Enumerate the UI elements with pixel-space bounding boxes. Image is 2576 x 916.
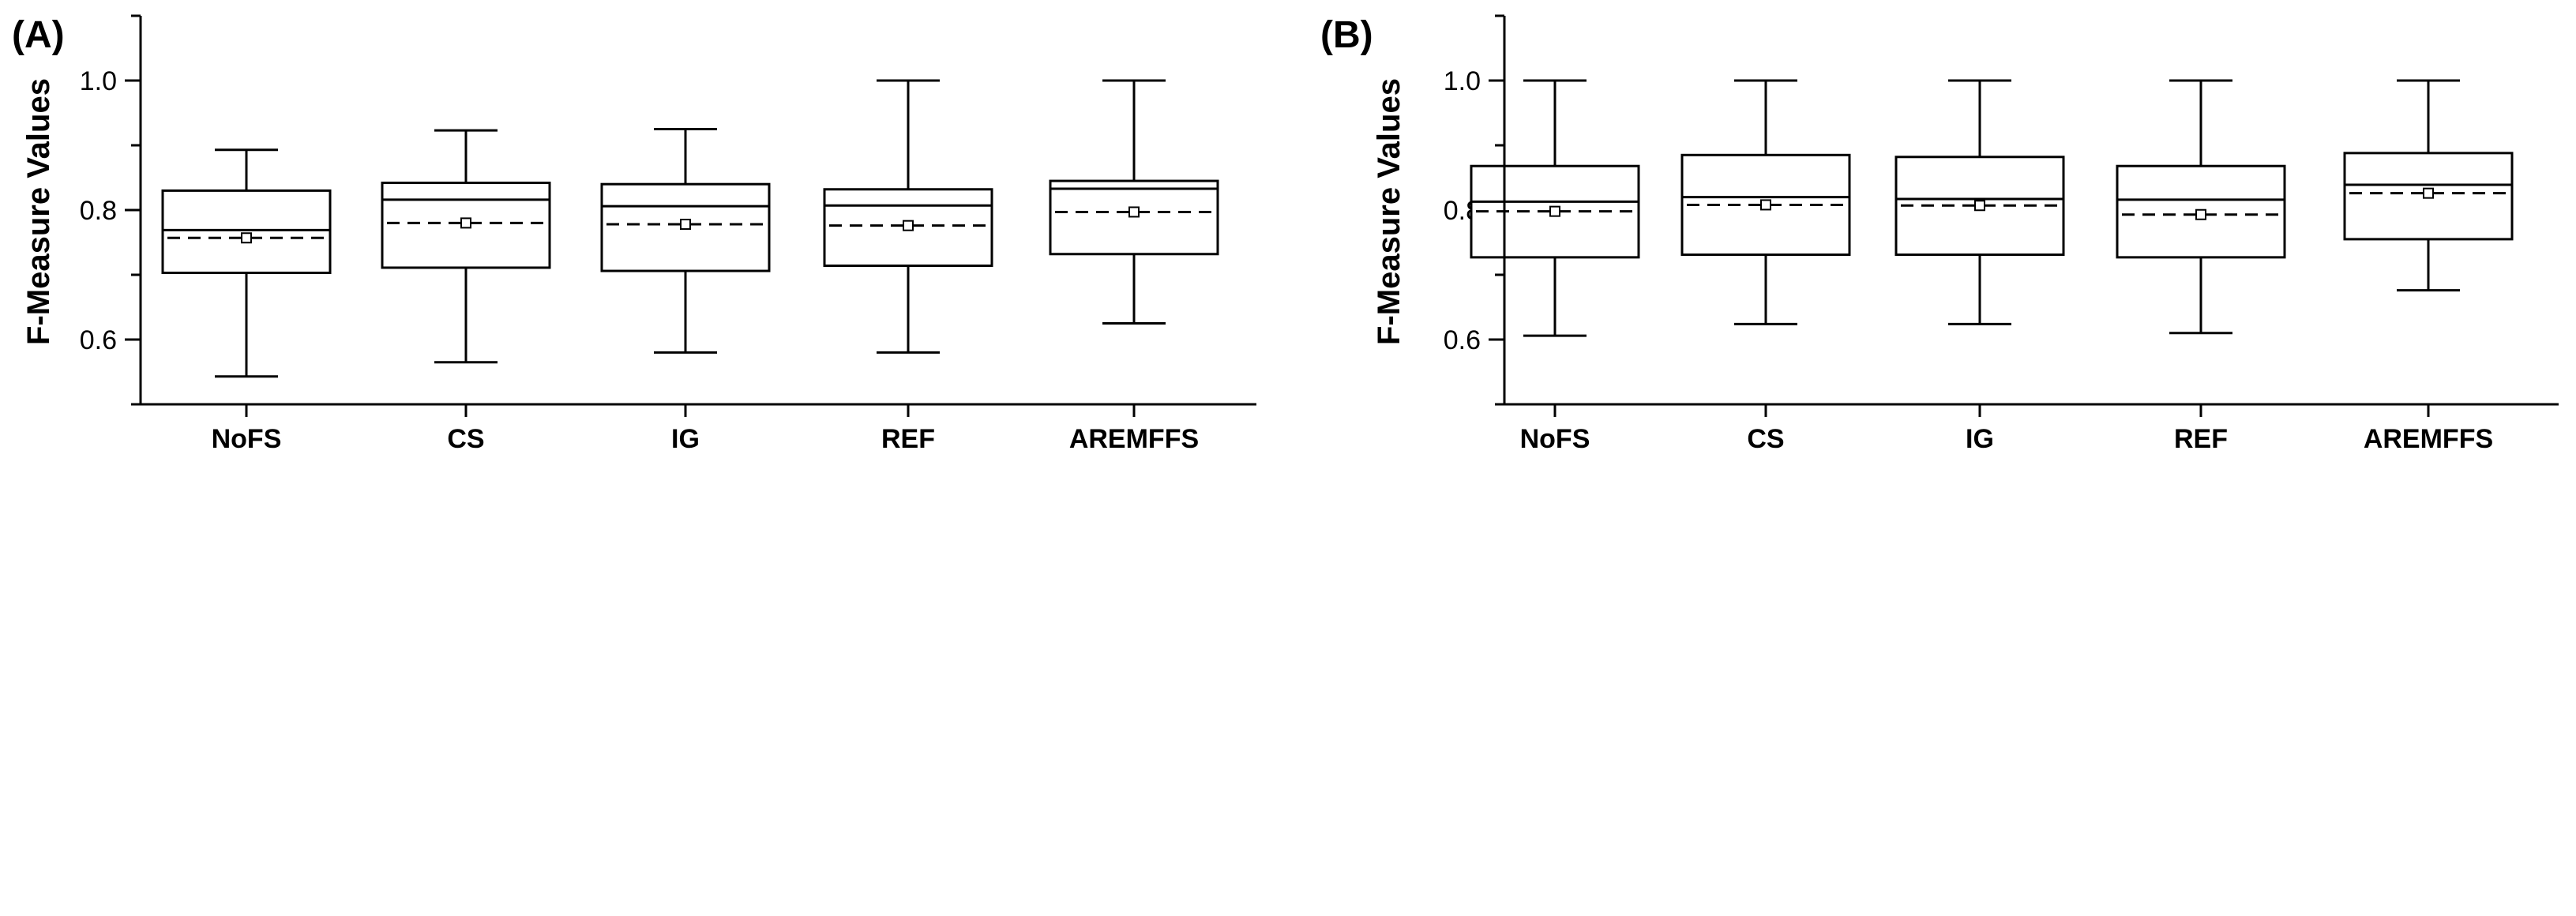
mean-marker — [1128, 206, 1140, 218]
category-labels-a: NoFS CS IG REF AREMFFS — [212, 424, 1200, 454]
category-label: CS — [1747, 424, 1784, 454]
mean-marker — [241, 232, 252, 244]
box-aremffs — [2343, 79, 2514, 417]
mean-marker — [460, 217, 471, 229]
category-label: AREMFFS — [1069, 424, 1199, 454]
box-ref — [823, 79, 993, 417]
category-label: CS — [447, 424, 484, 454]
y-axis-label-b: F-Measure Values — [1372, 78, 1406, 345]
box-cs — [1680, 79, 1851, 417]
y-tick-label: 1.0 — [1444, 66, 1481, 96]
y-tick-label: 0.6 — [1444, 325, 1481, 355]
category-label: AREMFFS — [2364, 424, 2493, 454]
boxes-a — [161, 79, 1219, 417]
y-ticks-a: 0.6 0.8 1.0 — [80, 14, 141, 406]
y-tick-label: 0.8 — [80, 196, 117, 226]
panel-a: (A) F-Measure Values 0.6 0.8 1.0 NoFS CS IG R… — [12, 14, 1256, 454]
axes-b — [1503, 16, 2559, 406]
mean-marker — [2423, 187, 2434, 199]
iqr-box — [161, 189, 332, 275]
mean-marker — [2195, 208, 2206, 220]
category-label: NoFS — [1520, 424, 1590, 454]
mean-marker — [1549, 205, 1560, 217]
mean-marker — [1760, 199, 1771, 211]
category-label: IG — [1966, 424, 1994, 454]
box-aremffs — [1049, 79, 1219, 417]
category-label: REF — [881, 424, 935, 454]
y-axis-label-a: F-Measure Values — [21, 78, 56, 345]
y-tick-label: 1.0 — [80, 66, 117, 96]
panel-label-b: (B) — [1320, 14, 1373, 56]
box-ig — [600, 128, 771, 417]
category-labels-b: NoFS CS IG REF AREMFFS — [1520, 424, 2494, 454]
category-label: REF — [2174, 424, 2228, 454]
axes-a — [139, 16, 1256, 406]
iqr-box — [381, 182, 551, 269]
panel-b: (B) F-Measure Values 0.60.81.0 NoFS CS IG R… — [1320, 14, 2559, 454]
box-cs — [381, 129, 551, 417]
box-ig — [1894, 79, 2065, 417]
y-tick-label: 0.6 — [80, 325, 117, 355]
panel-label-a: (A) — [12, 14, 65, 56]
box-nofs — [1470, 79, 1640, 417]
category-label: IG — [671, 424, 700, 454]
box-ref — [2116, 79, 2286, 417]
box-nofs — [161, 148, 332, 417]
mean-marker — [680, 219, 691, 231]
boxes-b — [1470, 79, 2514, 417]
mean-marker — [1974, 200, 1985, 212]
category-label: NoFS — [212, 424, 282, 454]
mean-marker — [903, 220, 914, 231]
